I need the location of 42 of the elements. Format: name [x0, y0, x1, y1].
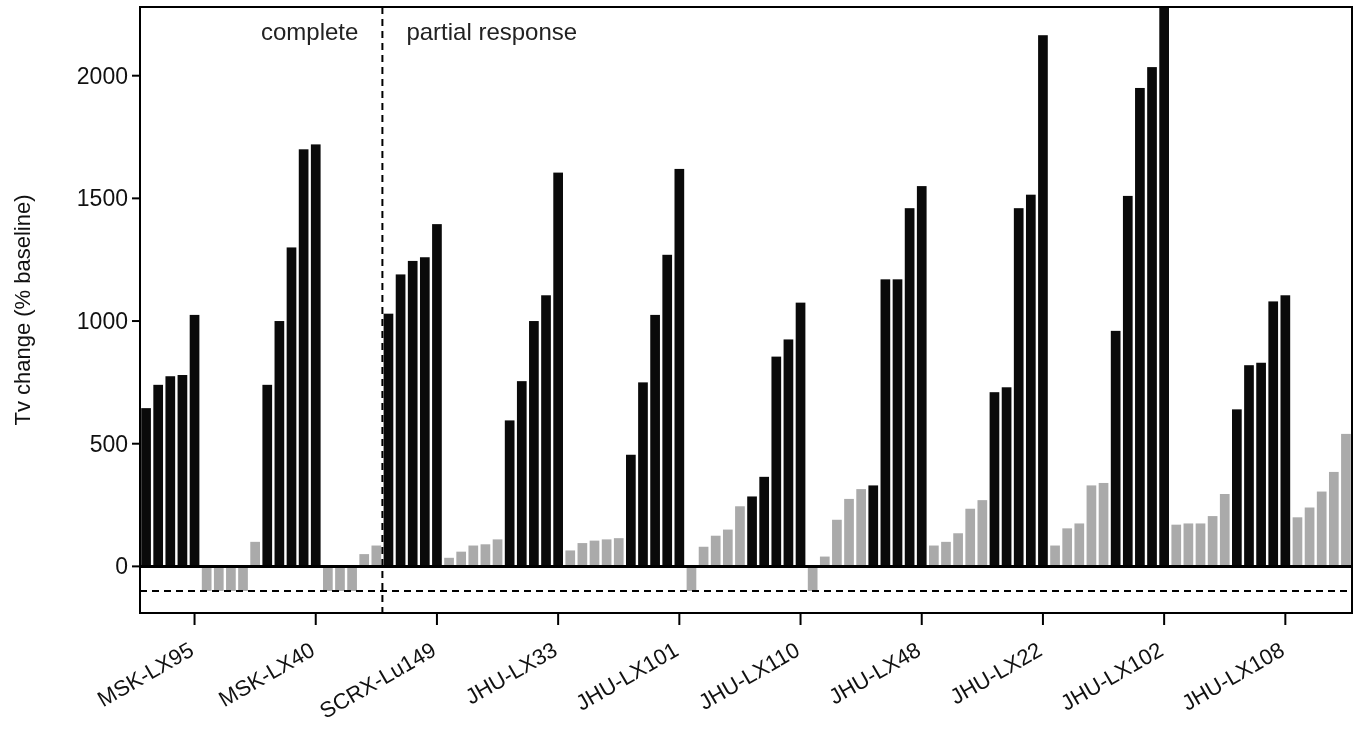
bar	[468, 545, 479, 567]
bar	[1074, 523, 1085, 567]
bar	[832, 519, 842, 567]
bar	[941, 541, 951, 567]
bar	[965, 508, 976, 567]
bar	[250, 541, 260, 567]
bar	[1328, 471, 1339, 567]
bar	[1219, 494, 1230, 567]
bar	[1062, 528, 1073, 567]
bar	[1207, 516, 1218, 567]
bar	[613, 538, 624, 567]
bar	[735, 506, 745, 567]
bar	[710, 535, 721, 567]
bar	[1292, 517, 1303, 567]
y-tick-label: 1500	[76, 185, 128, 212]
bar	[1086, 485, 1097, 567]
bar	[1316, 491, 1327, 567]
y-tick-label: 2000	[76, 62, 128, 89]
bar	[977, 500, 988, 567]
bar	[456, 551, 467, 567]
bar	[1341, 433, 1351, 567]
bar	[238, 566, 248, 591]
y-tick-label: 1000	[76, 308, 128, 335]
bar	[722, 529, 733, 567]
bar	[359, 554, 370, 567]
bar	[1098, 482, 1109, 567]
bar	[1304, 507, 1315, 567]
bar	[929, 545, 939, 567]
bar	[1195, 523, 1206, 567]
bar	[844, 498, 854, 567]
bar	[371, 545, 382, 567]
bar	[565, 550, 576, 567]
annotation: partial response	[406, 18, 578, 45]
bar	[856, 489, 866, 567]
y-axis-title: Tv change (% baseline)	[10, 194, 35, 426]
bar	[1183, 523, 1194, 567]
y-tick-label: 0	[115, 553, 128, 580]
bar	[1171, 524, 1182, 567]
bar	[1050, 545, 1060, 567]
annotation: complete	[261, 18, 359, 45]
bar	[953, 533, 963, 567]
y-tick-label: 500	[89, 430, 128, 457]
